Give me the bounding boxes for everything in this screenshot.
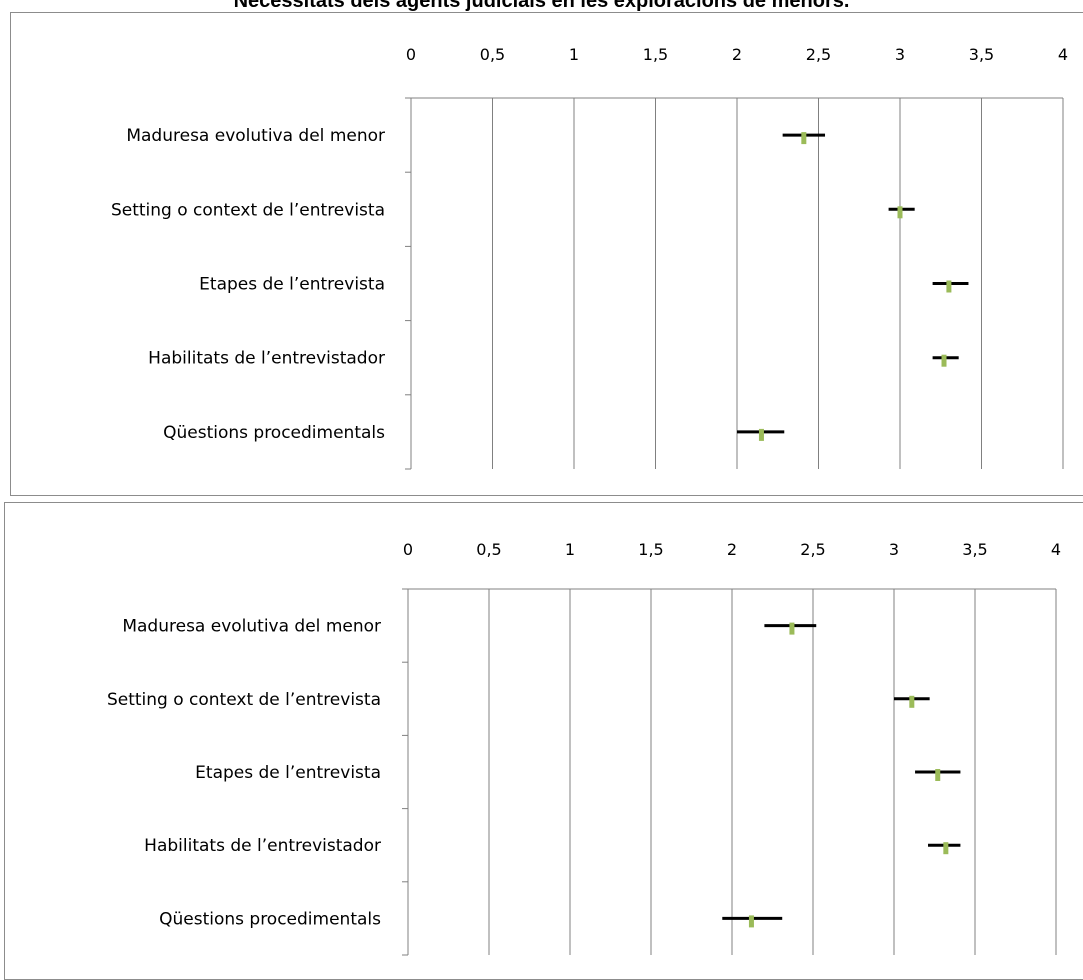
mean-marker	[946, 280, 952, 293]
x-tick-label: 0	[406, 45, 416, 64]
category-label: Setting o context de l’entrevista	[111, 200, 385, 220]
category-label: Maduresa evolutiva del menor	[126, 126, 385, 146]
error-bar-chart-1: 0 0,5 1 1,5 2 2,5 3 3,5 4 Maduresa evolutiva del …	[111, 45, 1068, 470]
mean-marker	[789, 622, 795, 635]
x-tick-label: 2,5	[806, 45, 831, 64]
category-label: Etapes de l’entrevista	[199, 275, 385, 295]
x-tick-label: 1	[569, 45, 579, 64]
category-label: Qüestions procedimentals	[159, 909, 381, 929]
x-tick-label: 0,5	[476, 540, 501, 559]
x-tick-label: 0,5	[480, 45, 505, 64]
mean-marker	[935, 769, 941, 781]
x-tick-label: 4	[1051, 540, 1061, 559]
category-label: Setting o context de l’entrevista	[107, 690, 381, 710]
x-tick-label: 1,5	[638, 540, 663, 559]
category-label: Qüestions procedimentals	[163, 423, 385, 443]
error-bar-chart-2: 0 0,5 1 1,5 2 2,5 3 3,5 4 Maduresa evolutiva del …	[107, 540, 1061, 956]
x-tick-label: 3,5	[969, 45, 994, 64]
mean-marker	[909, 695, 915, 708]
mean-marker	[748, 915, 754, 928]
mean-marker	[943, 842, 949, 855]
category-label: Etapes de l’entrevista	[195, 763, 381, 783]
category-label: Habilitats de l’entrevistador	[148, 349, 385, 369]
x-tick-label: 1	[565, 540, 575, 559]
x-tick-label: 2,5	[800, 540, 825, 559]
x-tick-label: 1,5	[643, 45, 668, 64]
x-tick-label: 2	[732, 45, 742, 64]
x-tick-label: 3	[895, 45, 905, 64]
x-tick-label: 4	[1058, 45, 1068, 64]
x-tick-label: 3	[889, 540, 899, 559]
mean-marker	[801, 132, 807, 145]
chart-title: Necessitats dels agents judicials en les…	[233, 0, 850, 12]
chart-panel-1: 0 0,5 1 1,5 2 2,5 3 3,5 4 Maduresa evolutiva del …	[10, 12, 1083, 496]
x-tick-label: 0	[403, 540, 413, 559]
mean-marker	[897, 206, 903, 219]
mean-marker	[941, 354, 947, 367]
chart-panel-2: 0 0,5 1 1,5 2 2,5 3 3,5 4 Maduresa evolutiva del …	[4, 502, 1083, 980]
category-label: Maduresa evolutiva del menor	[122, 617, 381, 637]
x-tick-label: 3,5	[962, 540, 987, 559]
mean-marker	[758, 428, 764, 441]
x-tick-label: 2	[727, 540, 737, 559]
category-label: Habilitats de l’entrevistador	[144, 836, 381, 856]
